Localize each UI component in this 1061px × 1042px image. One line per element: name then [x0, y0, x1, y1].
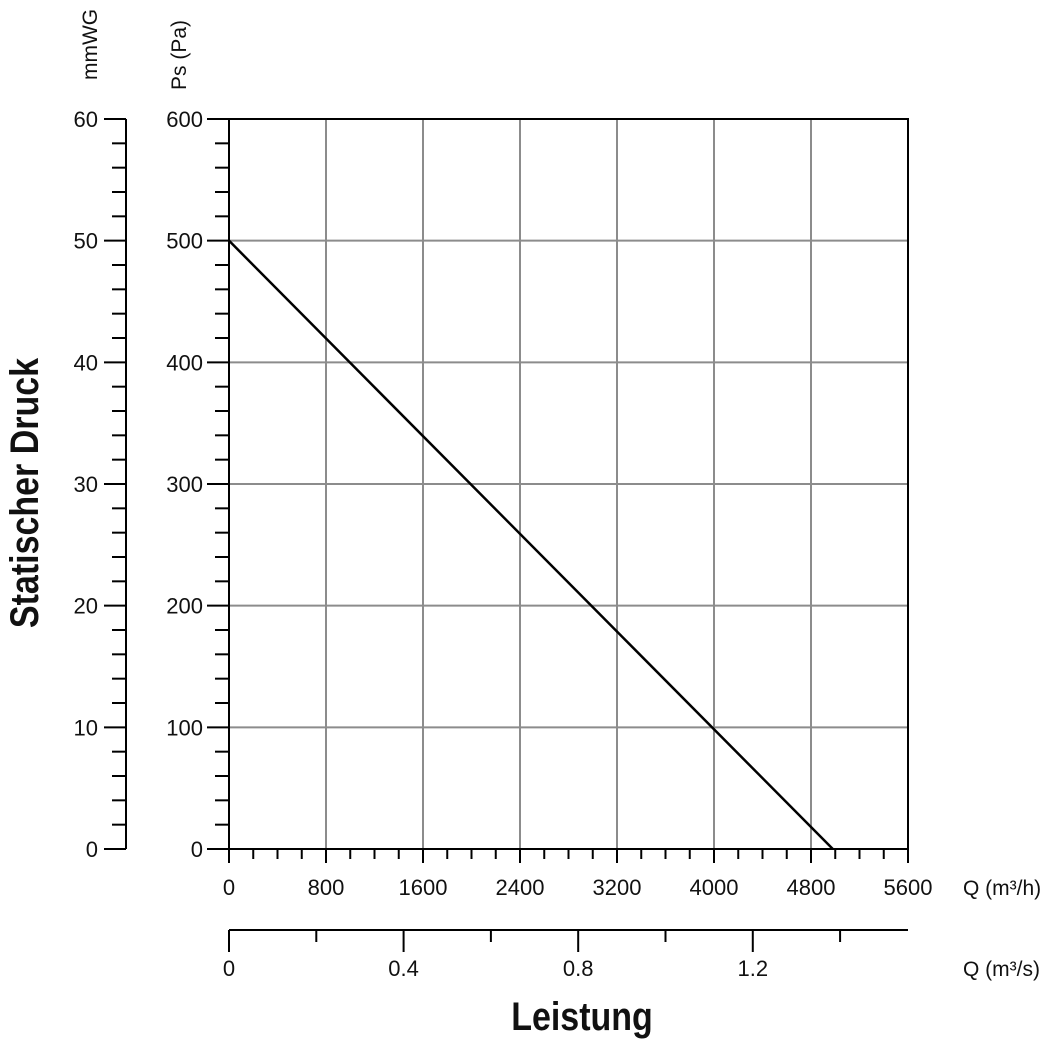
series-line — [228, 239, 834, 850]
m3h-tick-label: 2400 — [496, 875, 545, 900]
m3h-tick-label: 0 — [223, 875, 235, 900]
mmwg-tick-label: 20 — [74, 594, 98, 619]
mmwg-tick-label: 10 — [74, 715, 98, 740]
m3s-unit-label: Q (m³/s) — [963, 958, 1040, 981]
mmwg-tick-label: 50 — [74, 229, 98, 254]
m3s-axis: 0 0.4 0.8 1.2 — [223, 929, 908, 981]
m3h-tick-label: 3200 — [593, 875, 642, 900]
m3h-unit-label: Q (m³/h) — [963, 877, 1041, 900]
pa-tick-label: 100 — [166, 715, 203, 740]
pa-tick-label: 500 — [166, 229, 203, 254]
m3h-axis: 0 800 1600 2400 3200 4000 4800 5600 — [223, 875, 933, 900]
mmwg-unit-label: mmWG — [79, 9, 102, 80]
m3h-tick-label: 4000 — [690, 875, 739, 900]
m3s-tick-label: 0.4 — [388, 956, 419, 981]
pa-tick-label: 400 — [166, 350, 203, 375]
m3s-tick-label: 0 — [223, 956, 235, 981]
m3s-tick-label: 1.2 — [737, 956, 768, 981]
pa-unit-label: Ps (Pa) — [168, 20, 191, 90]
pa-tick-label: 600 — [166, 107, 203, 132]
m3s-tick-label: 0.8 — [563, 956, 594, 981]
pa-tick-label: 0 — [191, 837, 203, 862]
mmwg-tick-label: 0 — [86, 837, 98, 862]
mmwg-tick-label: 30 — [74, 472, 98, 497]
mmwg-tick-label: 40 — [74, 350, 98, 375]
pa-tick-label: 300 — [166, 472, 203, 497]
y-axis-title: Statischer Druck — [1, 358, 46, 628]
mmwg-axis: 0 10 20 30 40 50 60 — [74, 107, 127, 862]
m3h-tick-label: 800 — [308, 875, 345, 900]
x-axis-title: Leistung — [511, 993, 653, 1038]
minor-ticks — [207, 118, 909, 863]
pa-tick-label: 200 — [166, 594, 203, 619]
m3h-tick-label: 5600 — [884, 875, 933, 900]
m3h-tick-label: 1600 — [399, 875, 448, 900]
mmwg-tick-label: 60 — [74, 107, 98, 132]
pa-axis: 0 100 200 300 400 500 600 — [166, 107, 203, 862]
curve-layer — [228, 239, 834, 850]
grid — [228, 118, 909, 850]
m3h-tick-label: 4800 — [787, 875, 836, 900]
